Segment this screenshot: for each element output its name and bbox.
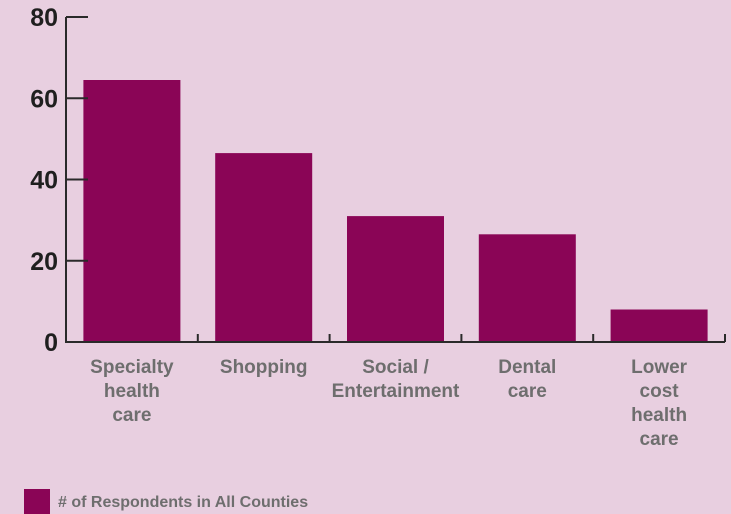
legend-swatch [24,489,50,514]
x-label-1: Shopping [220,357,308,378]
y-tick-label-0: 0 [44,329,58,357]
y-tick-label-3: 60 [30,85,58,113]
x-labels-group: Specialty health care Shopping Social / Enter… [90,357,687,450]
bar-4 [610,309,708,342]
bars-group [83,80,708,342]
legend-label: # of Respondents in All Counties [58,494,308,511]
axes-group: 0 20 40 60 80 [30,4,726,357]
x-label-2: Social / Entertainment [332,357,460,402]
bar-0 [83,80,181,342]
bar-2 [347,216,444,342]
bar-3 [478,234,576,342]
x-label-3: Dental care [498,357,556,402]
y-tick-label-1: 20 [30,248,58,276]
y-tick-label-4: 80 [30,4,58,32]
legend: # of Respondents in All Counties [24,489,308,514]
x-label-4: Lower cost health care [631,357,688,450]
x-label-0: Specialty health care [90,357,174,426]
bar-1 [215,153,313,342]
y-tick-label-2: 40 [30,167,58,195]
